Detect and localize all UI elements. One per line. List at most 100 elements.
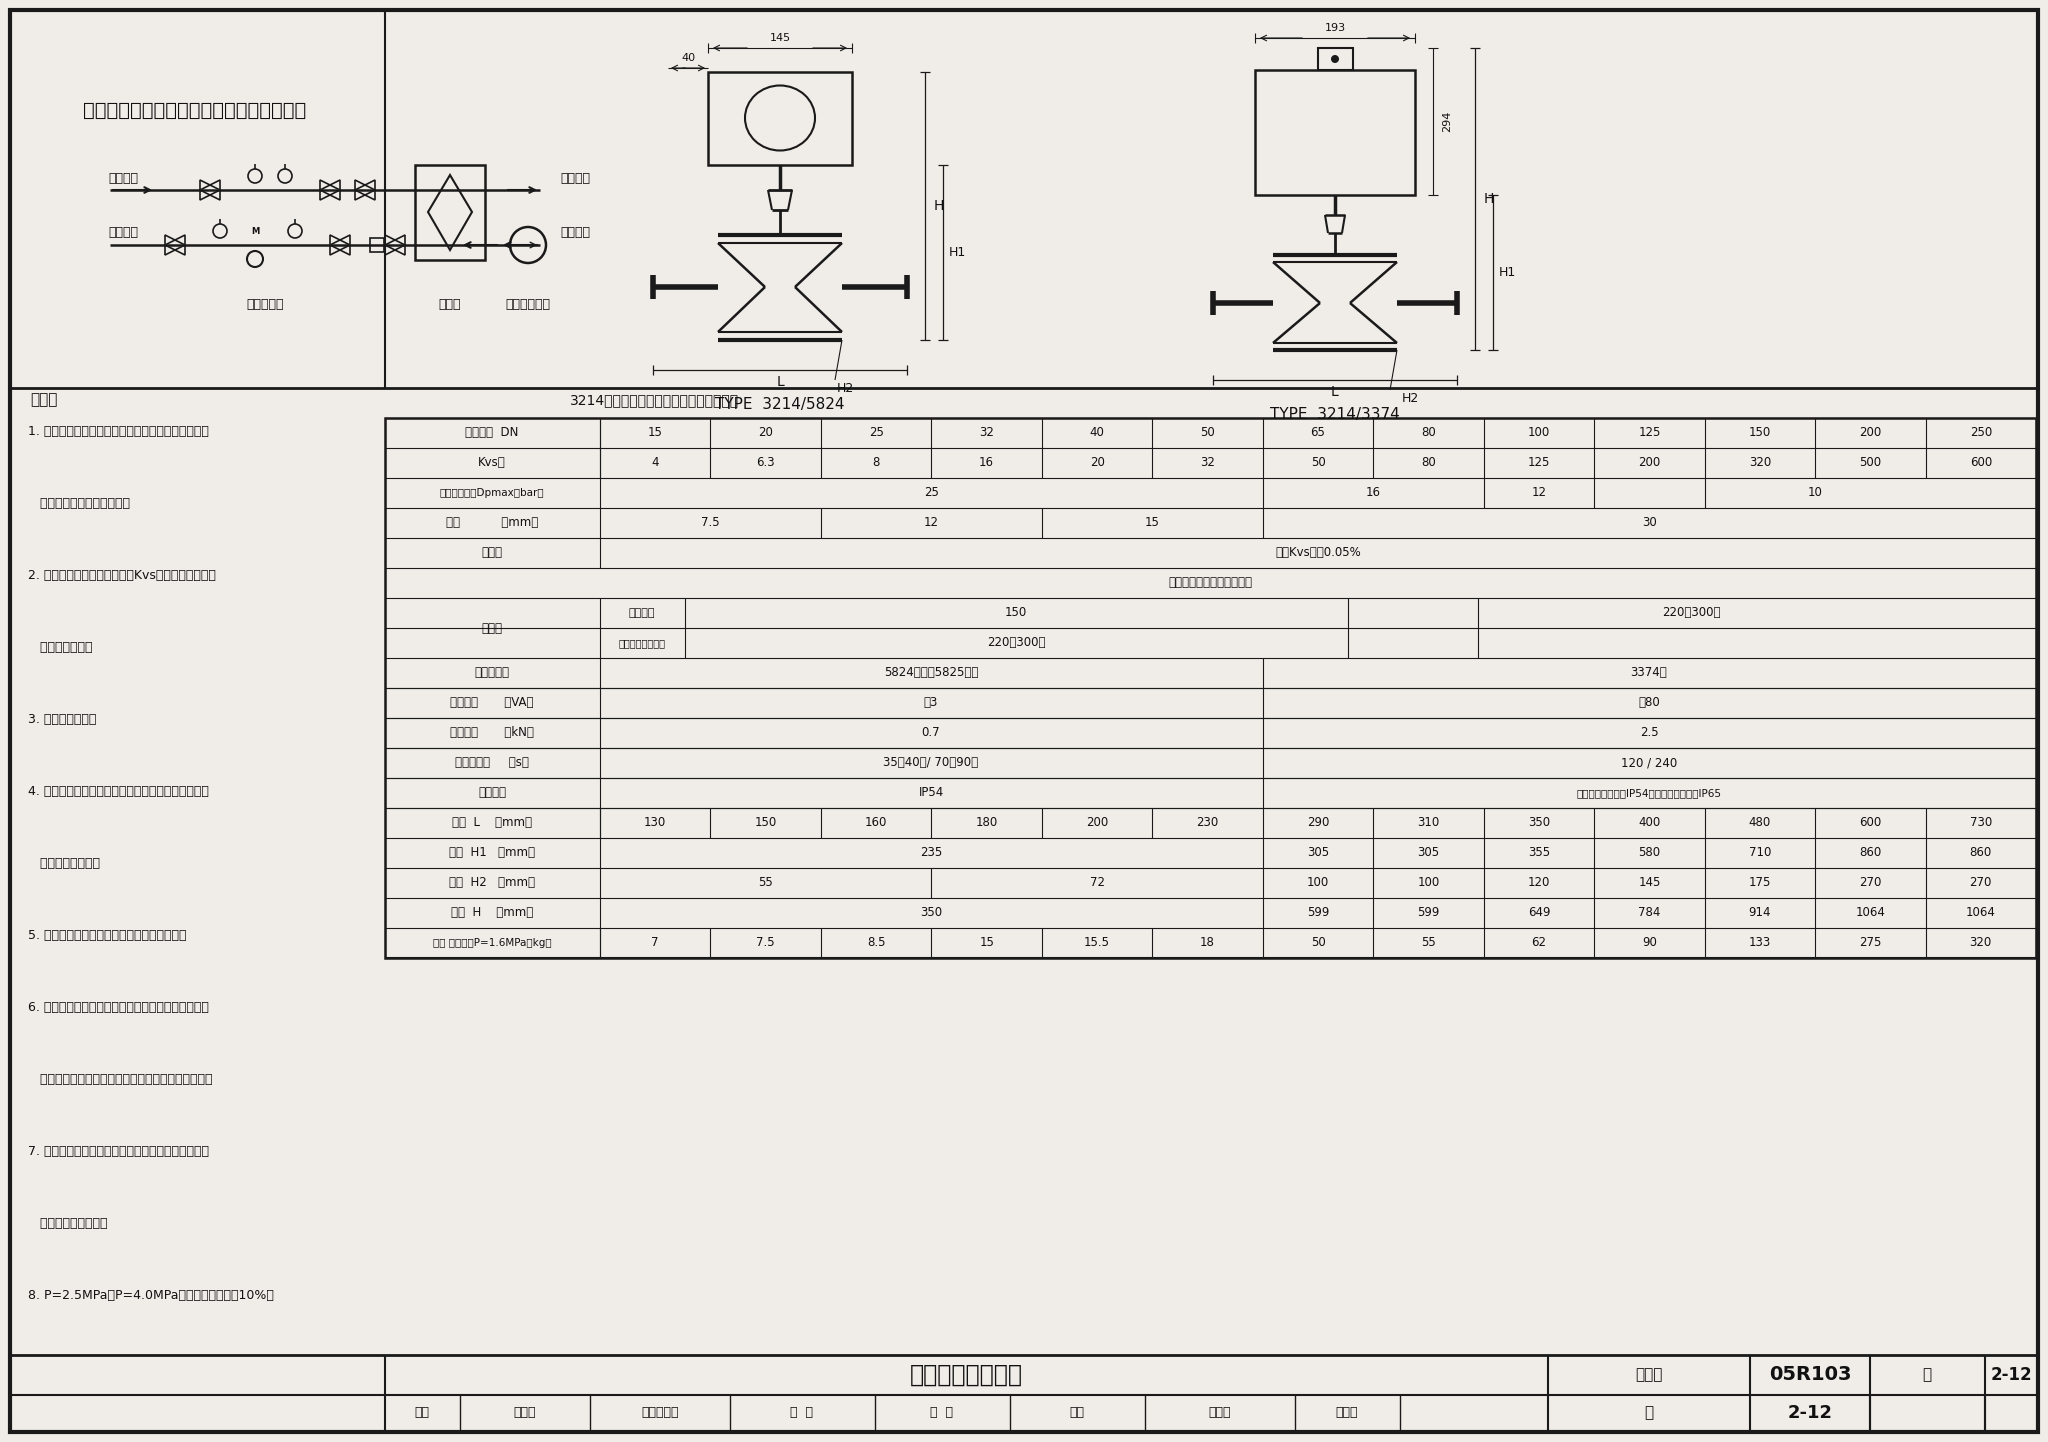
- Text: 3. 校验允许压差。: 3. 校验允许压差。: [29, 712, 96, 725]
- Text: 193: 193: [1325, 23, 1346, 33]
- Text: 电动调节阀技术资料编制。: 电动调节阀技术资料编制。: [29, 497, 129, 510]
- Text: H1: H1: [1499, 265, 1516, 278]
- Text: 40: 40: [1090, 427, 1104, 440]
- Text: 784: 784: [1638, 907, 1661, 920]
- Text: 2-12: 2-12: [1991, 1366, 2032, 1384]
- Text: 电动调节阀在热交换站一次侧的安装示意图: 电动调节阀在热交换站一次侧的安装示意图: [84, 101, 307, 120]
- Text: 16: 16: [1366, 486, 1380, 499]
- Text: Kvs值: Kvs值: [477, 457, 506, 470]
- Text: 30: 30: [1642, 516, 1657, 529]
- Text: 重量 对于铸铁P=1.6MPa（kg）: 重量 对于铸铁P=1.6MPa（kg）: [432, 937, 551, 947]
- Text: 175: 175: [1749, 877, 1772, 890]
- Text: 32: 32: [979, 427, 993, 440]
- Text: 710: 710: [1749, 846, 1772, 859]
- Text: 355: 355: [1528, 846, 1550, 859]
- Bar: [709, 72, 852, 164]
- Text: 100: 100: [1417, 877, 1440, 890]
- Text: 150: 150: [754, 816, 776, 829]
- Text: 保护等级: 保护等级: [477, 786, 506, 799]
- Text: 公称通径  DN: 公称通径 DN: [465, 427, 518, 440]
- Text: 25: 25: [868, 427, 883, 440]
- Text: 15.5: 15.5: [1083, 936, 1110, 949]
- Text: 200: 200: [1638, 457, 1661, 470]
- Text: 133: 133: [1749, 936, 1772, 949]
- Text: 18: 18: [1200, 936, 1214, 949]
- Text: 电机功耗       （VA）: 电机功耗 （VA）: [451, 696, 535, 709]
- Text: 曹  伟: 曹 伟: [930, 1406, 954, 1419]
- Text: 江永燕: 江永燕: [1335, 1406, 1358, 1419]
- Text: 90: 90: [1642, 936, 1657, 949]
- Text: 16: 16: [979, 457, 993, 470]
- Text: TYPE  3214/3374: TYPE 3214/3374: [1270, 408, 1401, 423]
- Text: 05R103: 05R103: [1769, 1366, 1851, 1384]
- Text: H2: H2: [1401, 391, 1419, 405]
- Text: 55: 55: [1421, 936, 1436, 949]
- Text: 选择公称通径。: 选择公称通径。: [29, 642, 92, 655]
- Text: 图集号: 图集号: [1634, 1367, 1663, 1383]
- Text: 125: 125: [1638, 427, 1661, 440]
- Text: 20: 20: [1090, 457, 1104, 470]
- Circle shape: [1331, 55, 1339, 63]
- Text: 100: 100: [1528, 427, 1550, 440]
- Text: 高度  H1   （mm）: 高度 H1 （mm）: [449, 846, 535, 859]
- Text: 50: 50: [1311, 457, 1325, 470]
- Text: 100: 100: [1307, 877, 1329, 890]
- Text: 25: 25: [924, 486, 938, 499]
- Text: 320: 320: [1749, 457, 1772, 470]
- Text: 7: 7: [651, 936, 659, 949]
- Text: 1064: 1064: [1966, 907, 1995, 920]
- Text: 150: 150: [1749, 427, 1772, 440]
- Text: 275: 275: [1860, 936, 1882, 949]
- Text: 200: 200: [1860, 427, 1882, 440]
- Text: 与执行器配合允许工作温度: 与执行器配合允许工作温度: [1167, 577, 1251, 590]
- Text: 150: 150: [1006, 607, 1028, 620]
- Text: 130: 130: [645, 816, 666, 829]
- Text: 约80: 约80: [1638, 696, 1659, 709]
- Text: 4: 4: [651, 457, 659, 470]
- Text: 860: 860: [1860, 846, 1882, 859]
- Text: H2: H2: [836, 382, 854, 395]
- Text: L: L: [1331, 385, 1339, 399]
- Text: 480: 480: [1749, 816, 1772, 829]
- Text: 4. 校验允许温度，选择阀门附件，如限位开关、电位: 4. 校验允许温度，选择阀门附件，如限位开关、电位: [29, 784, 209, 797]
- Text: 长度  L    （mm）: 长度 L （mm）: [453, 816, 532, 829]
- Text: 180: 180: [975, 816, 997, 829]
- Text: 8. P=2.5MPa和P=4.0MPa的调节阀，重量加10%。: 8. P=2.5MPa和P=4.0MPa的调节阀，重量加10%。: [29, 1289, 274, 1302]
- Text: 65: 65: [1311, 427, 1325, 440]
- Text: 二次回水: 二次回水: [559, 226, 590, 239]
- Text: 约3: 约3: [924, 696, 938, 709]
- Text: 350: 350: [1528, 816, 1550, 829]
- Text: 235: 235: [920, 846, 942, 859]
- Bar: [385, 418, 2036, 957]
- Text: 换热器: 换热器: [438, 298, 461, 311]
- Text: 说明：: 说明：: [31, 392, 57, 408]
- Text: 200: 200: [1085, 816, 1108, 829]
- Text: 二次供水: 二次供水: [559, 172, 590, 185]
- Text: 3374型: 3374型: [1630, 666, 1667, 679]
- Text: 12: 12: [1532, 486, 1546, 499]
- Text: 二次网循环泵: 二次网循环泵: [506, 298, 551, 311]
- Text: 120 / 240: 120 / 240: [1620, 757, 1677, 770]
- Text: L: L: [776, 375, 784, 389]
- Text: 145: 145: [770, 33, 791, 43]
- Text: 泄漏率: 泄漏率: [481, 547, 502, 559]
- Text: 1. 本图依据萨姆森控制设备（中国）有限公司提供的: 1. 本图依据萨姆森控制设备（中国）有限公司提供的: [29, 425, 209, 438]
- Text: 一次回水: 一次回水: [109, 226, 137, 239]
- Text: 见产品安装说明书。: 见产品安装说明书。: [29, 1217, 106, 1230]
- Text: 320: 320: [1970, 936, 1993, 949]
- Text: 12: 12: [924, 516, 938, 529]
- Text: 860: 860: [1970, 846, 1993, 859]
- Text: 页: 页: [1645, 1406, 1653, 1420]
- Text: TYPE  3214/5824: TYPE 3214/5824: [715, 398, 844, 412]
- Text: 310: 310: [1417, 816, 1440, 829]
- Text: 294: 294: [1442, 110, 1452, 131]
- Text: 0.7: 0.7: [922, 727, 940, 740]
- Text: 不带电缆接头时为IP54，带电缆接头时为IP65: 不带电缆接头时为IP54，带电缆接头时为IP65: [1577, 787, 1722, 797]
- Text: 页: 页: [1923, 1367, 1931, 1383]
- Text: 35（40）/ 70（90）: 35（40）/ 70（90）: [883, 757, 979, 770]
- Text: 914: 914: [1749, 907, 1772, 920]
- Bar: [416, 164, 485, 260]
- Text: 500: 500: [1860, 457, 1882, 470]
- Text: 垂直向上带隔离段: 垂直向上带隔离段: [618, 637, 666, 647]
- Text: 55: 55: [758, 877, 772, 890]
